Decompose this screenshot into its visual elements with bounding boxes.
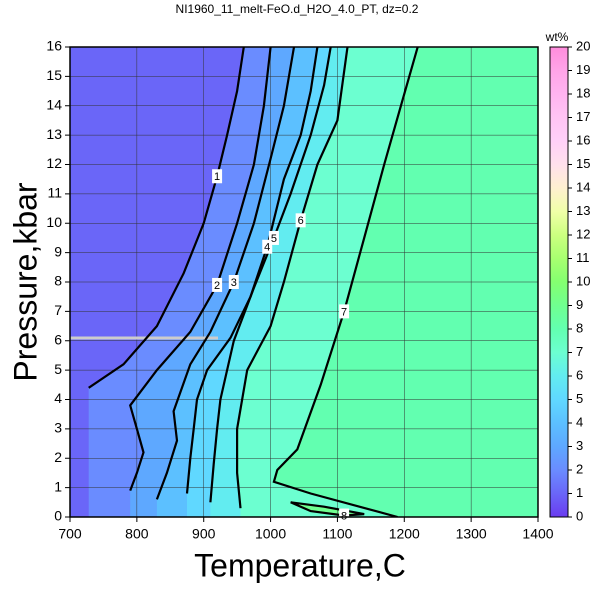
colorbar-tick-label: 16 (576, 132, 590, 147)
y-tick-label: 15 (46, 67, 62, 83)
contour-line (209, 47, 332, 503)
y-tick-label: 4 (54, 390, 62, 406)
contour-label-text: 7 (341, 306, 347, 318)
contour-label-text: 6 (298, 215, 304, 227)
colorbar-tick-label: 0 (576, 508, 583, 523)
y-tick-label: 3 (54, 420, 62, 436)
contour-line (290, 501, 365, 517)
y-tick-label: 5 (54, 361, 62, 377)
colorbar-scale (549, 46, 569, 518)
colorbar-tick-label: 1 (576, 485, 583, 500)
y-tick-label: 12 (46, 155, 62, 171)
chart-title: NI1960_11_melt-FeO.d_H2O_4.0_PT, dz=0.2 (176, 2, 419, 16)
colorbar-tick-label: 14 (576, 179, 590, 194)
contour-label-box (212, 277, 223, 292)
x-tick-label: 1400 (522, 526, 553, 542)
contour-label: 7 (339, 304, 350, 319)
colorbar-tick-label: 15 (576, 156, 590, 171)
contour-line (272, 47, 419, 517)
y-tick-label: 2 (54, 449, 62, 465)
x-axis-title: Temperature,C (194, 547, 406, 583)
y-tick-label: 16 (46, 38, 62, 54)
colorbar-tick-label: 11 (576, 250, 590, 265)
colorbar-tick-label: 20 (576, 38, 590, 53)
contour-label-box (212, 169, 223, 184)
colorbar-tick-label: 18 (576, 85, 590, 100)
colorbar-tick-label: 6 (576, 367, 583, 382)
contour-label-box (268, 230, 279, 245)
x-tick-label: 1300 (456, 526, 487, 542)
x-tick-label: 800 (125, 526, 149, 542)
x-tick-label: 1200 (389, 526, 420, 542)
contour-line (128, 47, 272, 491)
y-tick-label: 8 (54, 273, 62, 289)
contour-label-text: 3 (231, 277, 237, 289)
colorbar-tick-label: 10 (576, 273, 590, 288)
contour-label-box (295, 213, 306, 228)
x-tick-label: 1100 (322, 526, 352, 542)
contour-label-box (339, 508, 350, 523)
contour-label-text: 1 (214, 171, 220, 183)
x-tick-label: 900 (192, 526, 216, 542)
y-tick-label: 10 (46, 214, 62, 230)
y-axis-title: Pressure,kbar (7, 182, 43, 382)
colorbar-tick-label: 4 (576, 414, 583, 429)
contour-label-text: 2 (214, 280, 220, 292)
colorbar-tick-label: 17 (576, 109, 590, 124)
contour-label-text: 4 (264, 242, 270, 254)
colorbar-tick-label: 12 (576, 226, 590, 241)
contour-line (88, 47, 245, 389)
colorbar-tick-label: 8 (576, 320, 583, 335)
contour-lines (88, 47, 419, 517)
y-tick-label: 7 (54, 302, 62, 318)
contour-label: 5 (268, 230, 279, 245)
colorbar-tick-label: 13 (576, 203, 590, 218)
colorbar-tick-label: 2 (576, 461, 583, 476)
y-tick-label: 0 (54, 508, 62, 524)
contour-label: 1 (212, 169, 223, 184)
contour-label-text: 5 (271, 233, 277, 245)
colorbar-tick-label: 9 (576, 297, 583, 312)
contour-label: 4 (262, 239, 273, 254)
contour-label-box (339, 304, 350, 319)
y-tick-label: 11 (47, 185, 62, 201)
contour-label: 3 (228, 275, 239, 289)
colorbar-tick-label: 5 (576, 391, 583, 406)
y-tick-label: 9 (54, 243, 62, 259)
y-tick-label: 6 (54, 331, 62, 347)
colorbar-tick-label: 7 (576, 344, 583, 359)
contour-line (185, 47, 319, 494)
contour-line (155, 47, 296, 500)
colorbar-tick-label: 3 (576, 438, 583, 453)
colorbar-title: wt% (545, 30, 569, 44)
contour-label-box (228, 275, 239, 289)
y-tick-label: 1 (54, 478, 62, 494)
contour-line (236, 47, 349, 509)
contour-label: 2 (212, 277, 223, 292)
x-tick-label: 1000 (255, 526, 286, 542)
contour-label-box (262, 239, 273, 254)
colorbar-tick-label: 19 (576, 62, 590, 77)
contour-label: 6 (295, 213, 306, 228)
contour-label: 8 (339, 508, 350, 523)
y-tick-label: 14 (46, 96, 62, 112)
x-tick-label: 700 (58, 526, 82, 542)
y-tick-label: 13 (46, 126, 62, 142)
